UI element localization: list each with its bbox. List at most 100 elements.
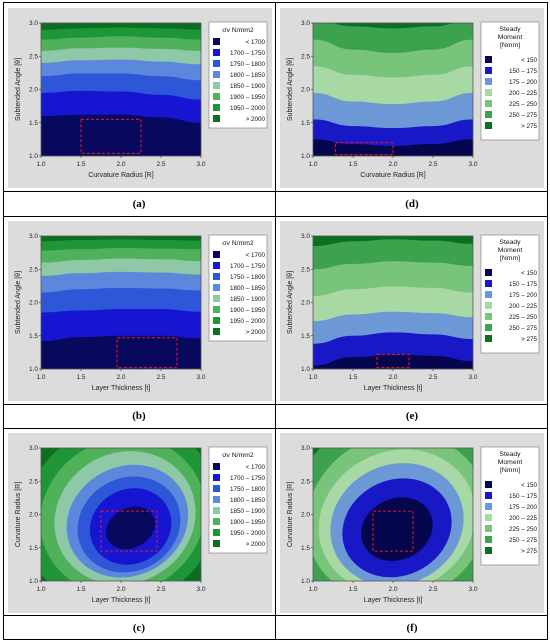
- legend-swatch: [213, 474, 220, 481]
- contour-bands: [313, 236, 473, 369]
- table-column-divider: [275, 2, 276, 640]
- legend-entry-label: 1800 – 1850: [230, 72, 266, 79]
- legend-swatch: [485, 503, 492, 510]
- contour-bands: [41, 236, 201, 369]
- y-tick-label: 2.5: [29, 266, 38, 273]
- legend-swatch: [213, 496, 220, 503]
- legend-swatch: [485, 492, 492, 499]
- legend-entry-label: 1800 – 1850: [230, 497, 266, 504]
- legend-swatch: [485, 56, 492, 63]
- y-tick-label: 3.0: [29, 445, 38, 452]
- y-tick-label: 2.0: [29, 87, 38, 94]
- legend-swatch: [485, 313, 492, 320]
- y-tick-label: 2.5: [301, 53, 310, 60]
- legend-swatch: [213, 518, 220, 525]
- legend-entry-label: 1900 – 1950: [230, 94, 266, 101]
- legend-entry-label: 1800 – 1850: [230, 285, 266, 292]
- contour-bands: [313, 448, 473, 581]
- y-tick-label: 1.5: [29, 545, 38, 552]
- legend-entry-label: < 150: [521, 270, 537, 277]
- legend-swatch: [213, 93, 220, 100]
- legend-title: Moment: [498, 247, 523, 254]
- legend-entry-label: 225 – 250: [509, 314, 538, 321]
- y-tick-label: 2.5: [29, 53, 38, 60]
- legend-swatch: [485, 291, 492, 298]
- legend-swatch: [485, 111, 492, 118]
- legend-title: Steady: [499, 26, 521, 33]
- x-tick-label: 3.0: [196, 161, 205, 168]
- y-axis-label: Curvature Radius [R]: [287, 482, 294, 547]
- x-tick-label: 1.0: [308, 374, 317, 381]
- legend-entry-label: > 2000: [246, 116, 266, 123]
- legend-title: σv N/mm2: [222, 27, 254, 34]
- y-tick-label: 1.0: [301, 578, 310, 585]
- legend-swatch: [485, 481, 492, 488]
- legend-swatch: [213, 463, 220, 470]
- contour-plot-e: 1.0 1.5 2.0 2.5 3.0 1.0 1.5 2.0 2.5 3.0 Layer Thic…: [280, 221, 544, 401]
- legend-swatch: [485, 302, 492, 309]
- legend-swatch: [213, 295, 220, 302]
- y-tick-label: 3.0: [29, 233, 38, 240]
- contour-band: [41, 335, 201, 369]
- y-tick-label: 2.5: [29, 478, 38, 485]
- legend-swatch: [485, 536, 492, 543]
- x-tick-label: 2.0: [388, 586, 397, 593]
- legend-title: [Nmm]: [500, 42, 520, 49]
- legend-entry-label: 150 – 175: [509, 281, 538, 288]
- legend-entry-label: > 275: [521, 123, 537, 130]
- legend-swatch: [213, 49, 220, 56]
- y-tick-label: 3.0: [301, 20, 310, 27]
- x-axis-label: Layer Thickness [t]: [364, 385, 423, 392]
- legend-entry-label: 250 – 275: [509, 537, 538, 544]
- x-tick-label: 2.0: [388, 161, 397, 168]
- x-tick-label: 2.0: [116, 586, 125, 593]
- legend-swatch: [485, 547, 492, 554]
- x-tick-label: 2.5: [156, 586, 165, 593]
- y-tick-label: 3.0: [301, 233, 310, 240]
- contour-plot-f: 1.0 1.5 2.0 2.5 3.0 1.0 1.5 2.0 2.5 3.0 Layer Thic…: [280, 433, 544, 613]
- legend-swatch: [485, 122, 492, 129]
- legend-entry-label: 200 – 225: [509, 90, 538, 97]
- contour-bands: [41, 23, 201, 156]
- x-tick-label: 1.0: [36, 374, 45, 381]
- x-tick-label: 1.0: [36, 586, 45, 593]
- legend-swatch: [213, 38, 220, 45]
- y-tick-label: 1.0: [301, 153, 310, 160]
- y-tick-label: 1.5: [301, 120, 310, 127]
- x-tick-label: 2.0: [116, 161, 125, 168]
- table-row-divider: [3, 216, 548, 217]
- y-axis-label: Subtended Angle [θ]: [15, 271, 22, 334]
- legend-entry-label: 1900 – 1950: [230, 519, 266, 526]
- legend-swatch: [485, 324, 492, 331]
- x-tick-label: 1.5: [348, 374, 357, 381]
- legend-entry-label: 1750 – 1800: [230, 486, 266, 493]
- legend-entry-label: 200 – 225: [509, 515, 538, 522]
- legend-title: σv N/mm2: [222, 240, 254, 247]
- legend-swatch: [213, 262, 220, 269]
- legend-swatch: [213, 115, 220, 122]
- legend-swatch: [213, 306, 220, 313]
- legend-entry-label: 200 – 225: [509, 303, 538, 310]
- legend-entry-label: > 275: [521, 548, 537, 555]
- contour-band: [106, 506, 156, 550]
- legend-swatch: [213, 273, 220, 280]
- legend-swatch: [485, 514, 492, 521]
- y-tick-label: 1.0: [29, 578, 38, 585]
- legend-swatch: [213, 251, 220, 258]
- legend-entry-label: < 150: [521, 482, 537, 489]
- legend-entry-label: 1750 – 1800: [230, 274, 266, 281]
- legend-entry-label: 1850 – 1900: [230, 296, 266, 303]
- x-tick-label: 2.5: [156, 161, 165, 168]
- table-row-divider: [3, 615, 548, 616]
- legend-swatch: [485, 89, 492, 96]
- y-tick-label: 1.5: [29, 120, 38, 127]
- x-tick-label: 2.5: [156, 374, 165, 381]
- optimum-region-box: [376, 353, 410, 369]
- caption-a: (a): [132, 198, 146, 210]
- legend-entry-label: 1700 – 1750: [230, 263, 266, 270]
- legend-entry-label: 225 – 250: [509, 101, 538, 108]
- optimum-region-box: [80, 118, 142, 154]
- x-tick-label: 2.0: [116, 374, 125, 381]
- y-tick-label: 3.0: [29, 20, 38, 27]
- legend-swatch: [485, 280, 492, 287]
